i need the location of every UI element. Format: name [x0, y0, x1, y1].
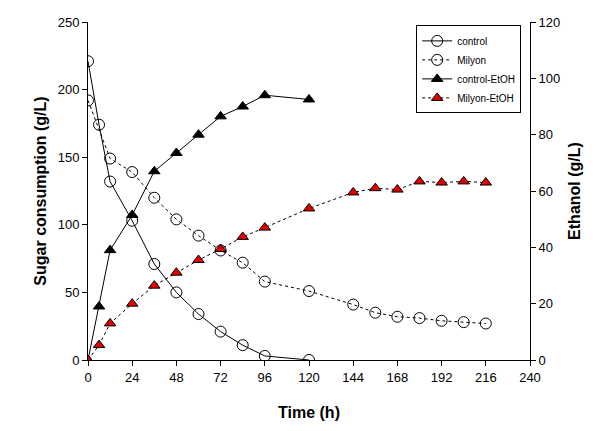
svg-text:100: 100 — [539, 71, 561, 86]
svg-text:0: 0 — [539, 353, 546, 368]
svg-text:80: 80 — [539, 127, 553, 142]
svg-text:250: 250 — [58, 15, 80, 30]
svg-text:Sugar consumption (g/L): Sugar consumption (g/L) — [32, 96, 49, 285]
svg-text:60: 60 — [539, 184, 553, 199]
svg-text:20: 20 — [539, 296, 553, 311]
svg-text:96: 96 — [258, 370, 272, 385]
svg-text:24: 24 — [125, 370, 139, 385]
svg-text:48: 48 — [169, 370, 183, 385]
svg-text:control-EtOH: control-EtOH — [457, 74, 515, 85]
svg-text:100: 100 — [58, 217, 80, 232]
svg-text:144: 144 — [342, 370, 364, 385]
svg-text:120: 120 — [539, 15, 561, 30]
svg-text:50: 50 — [65, 285, 79, 300]
svg-text:168: 168 — [387, 370, 409, 385]
svg-text:192: 192 — [431, 370, 453, 385]
svg-text:0: 0 — [72, 353, 79, 368]
svg-text:Ethanol (g/L): Ethanol (g/L) — [566, 142, 583, 240]
svg-text:Milyon-EtOH: Milyon-EtOH — [457, 93, 514, 104]
svg-text:40: 40 — [539, 240, 553, 255]
svg-text:120: 120 — [298, 370, 320, 385]
svg-text:216: 216 — [475, 370, 497, 385]
svg-text:240: 240 — [519, 370, 541, 385]
svg-text:Milyon: Milyon — [457, 55, 486, 66]
svg-text:200: 200 — [58, 82, 80, 97]
svg-text:150: 150 — [58, 150, 80, 165]
svg-text:0: 0 — [84, 370, 91, 385]
svg-text:Time (h): Time (h) — [278, 404, 340, 421]
svg-text:control: control — [457, 36, 487, 47]
svg-text:72: 72 — [213, 370, 227, 385]
